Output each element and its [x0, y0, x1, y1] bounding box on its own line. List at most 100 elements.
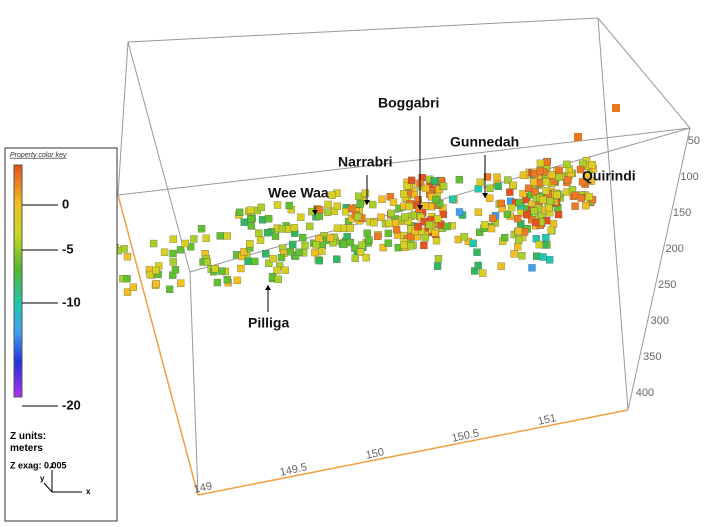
cube [223, 232, 231, 240]
place-label: Pilliga [248, 315, 289, 331]
cube [474, 185, 482, 193]
cube [251, 257, 259, 266]
cube [612, 104, 620, 112]
cube [486, 184, 494, 192]
cube [333, 224, 342, 232]
cube [530, 207, 538, 215]
cube [169, 258, 178, 266]
cube [493, 173, 501, 181]
cube [317, 247, 326, 256]
cube [290, 224, 298, 232]
cube [405, 202, 414, 211]
cube [555, 166, 563, 174]
cube [347, 204, 356, 213]
cube [455, 208, 464, 216]
cube [216, 232, 224, 240]
key-title: Property color key [10, 152, 67, 159]
cube [547, 226, 555, 235]
cube [407, 242, 415, 250]
cube [518, 252, 526, 260]
cube [264, 214, 273, 223]
cube [356, 200, 364, 208]
cube [169, 235, 177, 243]
cube [265, 259, 273, 267]
cube [286, 248, 295, 256]
cube [149, 239, 158, 248]
z-tick-label: 50 [688, 135, 700, 147]
cube [328, 191, 336, 199]
cube [202, 234, 210, 242]
cube [247, 222, 256, 230]
cube [271, 232, 280, 240]
cube [434, 255, 443, 263]
cube [289, 240, 297, 249]
cube [281, 266, 289, 274]
cube [422, 184, 430, 193]
cube [504, 176, 512, 184]
triad-label: x [86, 487, 91, 496]
z-units-line: Z units: [10, 431, 46, 442]
cube [389, 198, 398, 206]
cube [213, 278, 222, 287]
cube [233, 276, 241, 285]
cube [497, 199, 505, 208]
cube [519, 171, 528, 180]
cube [169, 249, 177, 258]
cube [129, 283, 138, 291]
cube [378, 195, 386, 203]
cube [400, 241, 408, 249]
cube [246, 215, 255, 223]
cube [301, 241, 309, 250]
cube [519, 190, 527, 198]
cube [361, 189, 370, 197]
cube [554, 210, 563, 219]
key-tick-label: -10 [62, 294, 81, 309]
cube [514, 243, 522, 251]
cubes [109, 104, 620, 296]
cube [365, 236, 373, 244]
cube [263, 229, 272, 237]
cube [211, 265, 219, 273]
cube [432, 236, 441, 245]
cube [146, 270, 154, 279]
cube [362, 253, 370, 262]
cube [571, 202, 579, 210]
cube [434, 215, 442, 223]
cube [439, 182, 448, 190]
cube [340, 224, 348, 232]
cube [574, 133, 582, 141]
cube [240, 248, 248, 256]
key-tick-label: -5 [62, 241, 74, 256]
cube [539, 196, 547, 204]
cube [123, 275, 131, 283]
cube [542, 178, 550, 186]
cube [420, 241, 428, 250]
cube [555, 173, 563, 181]
cube [240, 218, 248, 226]
z-tick-label: 250 [658, 279, 676, 291]
cube [587, 177, 596, 185]
cube [354, 213, 362, 221]
cube [523, 211, 531, 219]
cube [433, 262, 442, 270]
z-units-line: meters [10, 443, 43, 454]
z-exag: Z exag: 0.005 [10, 460, 67, 470]
x-tick-label: 150.5 [451, 427, 480, 444]
cube [278, 225, 286, 233]
cube [218, 267, 226, 275]
x-tick-label: 149.5 [279, 461, 308, 478]
cube [400, 190, 408, 198]
cube [469, 239, 477, 247]
cube [315, 256, 324, 265]
cube [545, 256, 554, 264]
cube [387, 209, 395, 218]
cube [535, 240, 544, 249]
cube [318, 241, 327, 249]
cube [177, 279, 185, 287]
triad-label: y [40, 474, 45, 483]
cube [576, 165, 585, 174]
cube [326, 234, 335, 242]
z-tick-label: 100 [680, 171, 698, 183]
cube [385, 219, 393, 227]
